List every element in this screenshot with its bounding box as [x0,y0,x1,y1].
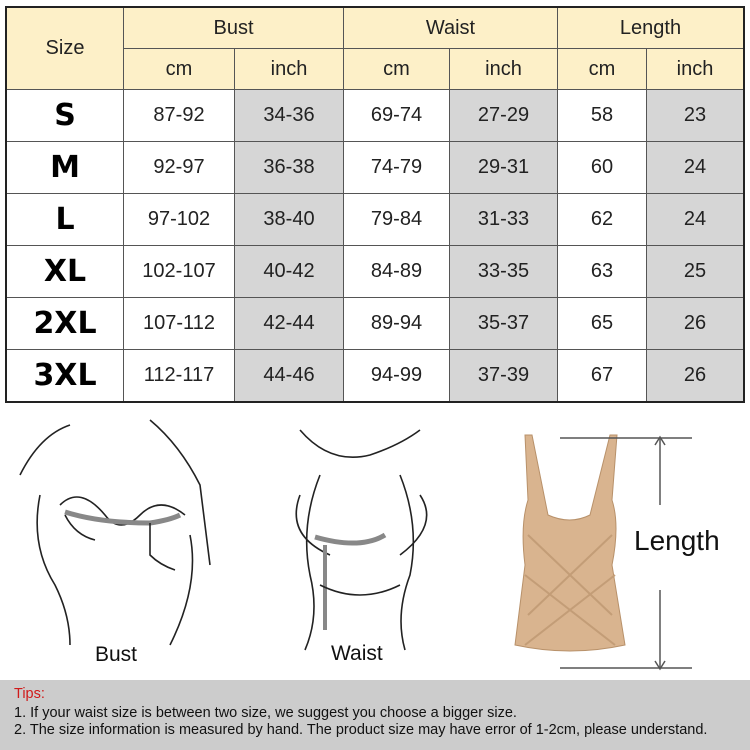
unit-header: cm [557,48,647,90]
measurement-cell: 26 [646,297,745,350]
measurement-cell: 24 [646,193,745,246]
unit-header: inch [646,48,745,90]
length-label: Length [634,525,720,556]
tips-box: Tips: 1. If your waist size is between t… [0,680,750,750]
bust-figure-drawing [19,419,211,646]
measurement-cell: 94-99 [343,349,450,403]
size-cell: XL [5,245,124,298]
size-cell: 3XL [5,349,124,403]
measurement-cell: 26 [646,349,745,403]
measurement-cell: 25 [646,245,745,298]
measurement-cell: 69-74 [343,89,450,142]
measurement-cell: 33-35 [449,245,558,298]
size-cell: L [5,193,124,246]
measurement-cell: 67 [557,349,647,403]
tip-item: 1. If your waist size is between two siz… [14,705,517,721]
measurement-cell: 63 [557,245,647,298]
measurement-cell: 60 [557,141,647,194]
unit-header: inch [449,48,558,90]
length-measure-line [560,435,692,671]
measurement-cell: 37-39 [449,349,558,403]
tips-title: Tips: [14,686,45,702]
size-cell: S [5,89,124,142]
measurement-cell: 79-84 [343,193,450,246]
measurement-cell: 44-46 [234,349,344,403]
measurement-cell: 62 [557,193,647,246]
measurement-cell: 36-38 [234,141,344,194]
measurement-cell: 24 [646,141,745,194]
table-row: L 97-102 38-40 79-84 31-33 62 24 [5,193,745,246]
measurement-cell: 40-42 [234,245,344,298]
measurement-cell: 29-31 [449,141,558,194]
measurement-cell: 87-92 [123,89,235,142]
measurement-cell: 102-107 [123,245,235,298]
measurement-cell: 107-112 [123,297,235,350]
bodysuit-garment [514,434,626,652]
size-header: Size [5,6,124,90]
measurement-cell: 84-89 [343,245,450,298]
size-cell: 2XL [5,297,124,350]
length-header: Length [557,6,745,49]
measurement-illustrations: Bust Waist Length [0,415,750,675]
unit-header: cm [343,48,450,90]
measurement-cell: 38-40 [234,193,344,246]
measurement-cell: 27-29 [449,89,558,142]
unit-header: cm [123,48,235,90]
waist-figure-drawing [295,429,428,651]
size-cell: M [5,141,124,194]
table-row: S 87-92 34-36 69-74 27-29 58 23 [5,89,745,142]
measurement-cell: 58 [557,89,647,142]
waist-header: Waist [343,6,558,49]
table-row: M 92-97 36-38 74-79 29-31 60 24 [5,141,745,194]
measurement-drawings [19,419,692,671]
table-row: XL 102-107 40-42 84-89 33-35 63 25 [5,245,745,298]
measurement-cell: 31-33 [449,193,558,246]
size-chart-table: Size Bust Waist Length cm inch cm inch c… [5,6,745,403]
table-row: 2XL 107-112 42-44 89-94 35-37 65 26 [5,297,745,350]
unit-header: inch [234,48,344,90]
measurement-cell: 23 [646,89,745,142]
measurement-cell: 34-36 [234,89,344,142]
measurement-cell: 112-117 [123,349,235,403]
measurement-cell: 35-37 [449,297,558,350]
table-row: 3XL 112-117 44-46 94-99 37-39 67 26 [5,349,745,403]
waist-label: Waist [331,642,383,665]
measurement-cell: 74-79 [343,141,450,194]
measurement-cell: 97-102 [123,193,235,246]
measurement-cell: 42-44 [234,297,344,350]
bust-label: Bust [95,643,138,666]
measurement-cell: 92-97 [123,141,235,194]
measurement-cell: 65 [557,297,647,350]
tip-item: 2. The size information is measured by h… [14,722,708,738]
bust-header: Bust [123,6,344,49]
measurement-cell: 89-94 [343,297,450,350]
